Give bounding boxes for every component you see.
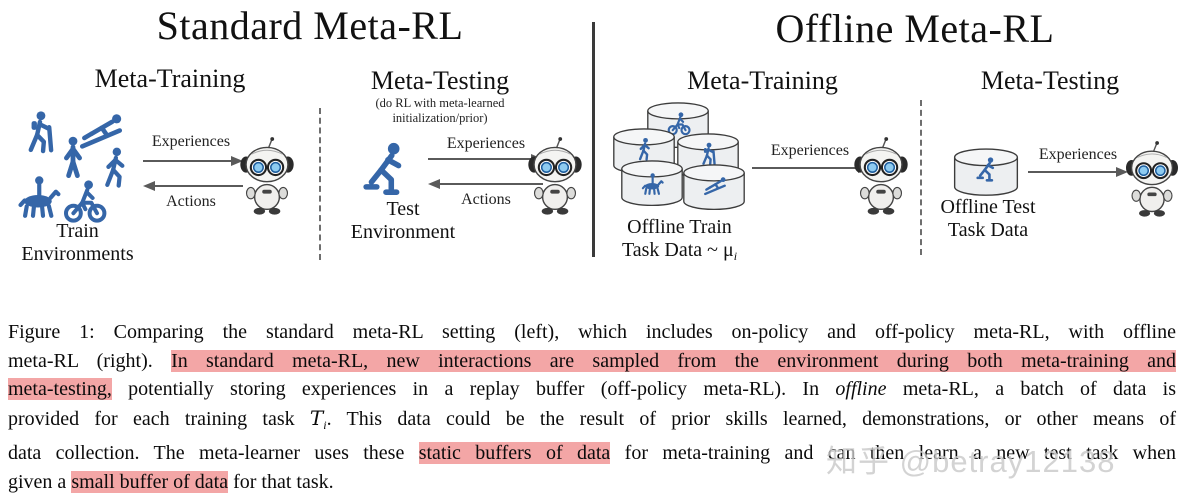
caption-text: offline (835, 378, 887, 400)
offline-train-data-stack (608, 100, 750, 212)
caption-text: data collection. The meta-learner uses t… (8, 442, 419, 464)
offline-test-task-data-label: Offline Test Task Data (940, 196, 1036, 241)
left-section-divider (319, 108, 321, 260)
figure-caption: Figure 1: Comparing the standard meta-RL… (8, 318, 1177, 497)
caption-line: given a small buffer of data for that ta… (8, 468, 1176, 497)
highlighted-text: In standard meta-RL, new interactions ar… (171, 349, 1177, 372)
robot-icon (1124, 140, 1180, 218)
caption-text: T (309, 405, 324, 430)
caption-text: for that task. (228, 470, 334, 493)
caption-text: for meta-training and can then learn a n… (610, 442, 1176, 464)
experiences-arrow (143, 156, 243, 166)
right-section-divider (920, 100, 922, 255)
caption-text: i (323, 417, 327, 432)
caption-text: provided for each training task (8, 407, 310, 430)
meta-testing-note: (do RL with meta-learned initialization/… (375, 96, 505, 125)
caption-line: meta-testing, potentially storing experi… (8, 375, 1176, 404)
robot-icon (526, 136, 584, 216)
caption-line: Figure 1: Comparing the standard meta-RL… (8, 318, 1176, 347)
right-meta-testing-heading: Meta-Testing (980, 66, 1120, 95)
experiences-arrow-label: Experiences (1038, 146, 1118, 163)
horse-rider-icon (639, 170, 665, 196)
right-meta-training-heading: Meta-Training (687, 66, 838, 95)
train-environments-label: Train Environments (21, 220, 134, 265)
actions-arrow (428, 179, 543, 189)
caption-line: meta-RL (right). In standard meta-RL, ne… (8, 347, 1177, 376)
actions-arrow (143, 181, 243, 191)
test-environment-label: Test Environment (350, 198, 456, 243)
caption-text: meta-RL (right). (8, 349, 172, 372)
caption-text: potentially storing experiences in a rep… (111, 378, 836, 400)
train-environments-cluster (15, 110, 137, 228)
horse-rider-icon (13, 170, 63, 220)
actions-arrow-label: Actions (461, 191, 511, 208)
offline-meta-rl-title: Offline Meta-RL (775, 6, 1055, 51)
caption-line: data collection. The meta-learner uses t… (8, 439, 1176, 468)
watermark: 知乎 @betray12138 (826, 444, 1116, 479)
experiences-arrow (1028, 167, 1128, 177)
experiences-arrow-label: Experiences (770, 142, 850, 159)
highlighted-text: static buffers of data (418, 442, 611, 464)
caption-text: . This data could be the result of prior… (326, 407, 1176, 430)
robot-icon (238, 136, 296, 216)
actions-arrow-label: Actions (166, 193, 216, 210)
caption-text: given a (8, 470, 72, 493)
robot-icon (852, 136, 910, 216)
caption-line: provided for each training task Ti. This… (8, 404, 1176, 440)
experiences-arrow-label: Experiences (446, 135, 526, 152)
ski-jumper-icon (702, 174, 728, 200)
highlighted-text: meta-testing, (8, 378, 112, 400)
offline-train-task-data-label: Offline Train Task Data ~ μi (621, 216, 738, 263)
caption-text: Figure 1: Comparing the standard meta-RL… (8, 321, 1176, 343)
center-divider (592, 22, 595, 257)
left-meta-training-heading: Meta-Training (94, 64, 246, 93)
skater-icon (356, 140, 414, 198)
cyclist-icon (61, 176, 109, 224)
caption-text: meta-RL, a batch of data is (886, 378, 1176, 400)
highlighted-text: small buffer of data (71, 470, 229, 493)
left-meta-testing-heading: Meta-Testing (370, 66, 510, 95)
experiences-arrow-label: Experiences (151, 133, 231, 150)
skater-icon (973, 156, 1000, 183)
standard-meta-rl-title: Standard Meta-RL (156, 3, 464, 48)
